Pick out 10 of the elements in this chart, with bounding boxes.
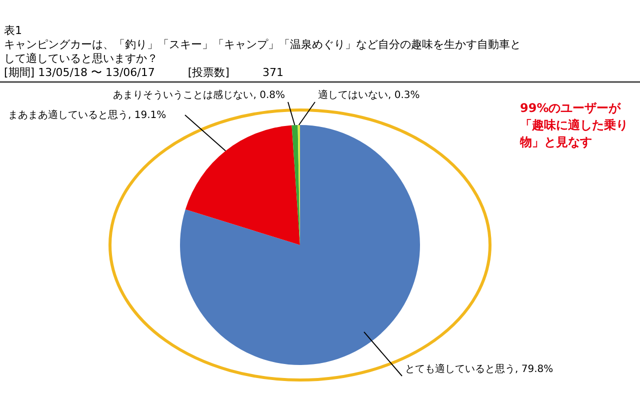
slice-label: まあまあ適していると思う, 19.1% [8,109,166,121]
pie-slice [180,125,420,365]
chart-title: キャンピングカーは、「釣り」「スキー」「キャンプ」「温泉めぐり」など自分の趣味を生かす自動車として適していると思いますか？ [4,38,522,66]
slice-label: あまりそういうことは感じない, 0.8% [113,89,285,101]
text: 表1 [4,24,22,38]
pie-slice [185,125,300,245]
text: 99%のユーザーが「趣味に適した乗り物」と見なす [520,100,629,151]
slice-label: とても適していると思う, 79.8% [405,363,554,375]
slice-label: 適してはいない, 0.3% [318,89,420,101]
chart-subtitle: [期間] 13/05/18 〜 13/06/17 [投票数] 371 [4,66,284,80]
